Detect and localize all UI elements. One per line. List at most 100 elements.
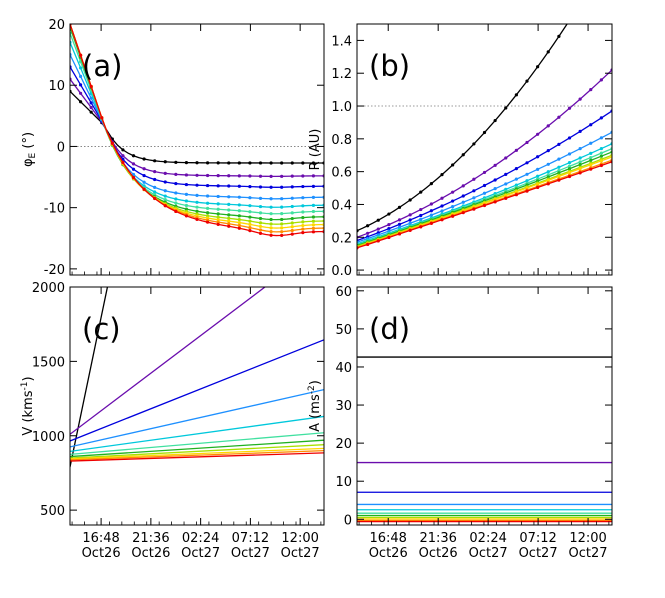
data-point xyxy=(578,156,582,160)
data-point xyxy=(280,197,284,201)
data-point xyxy=(504,172,508,176)
data-point xyxy=(280,233,284,237)
data-point xyxy=(311,223,316,227)
panel-label: (a) xyxy=(82,49,122,83)
y-axis-label-unit: (°) xyxy=(21,132,36,153)
data-point xyxy=(227,216,231,220)
x-tick-label-date: Oct27 xyxy=(469,546,508,561)
data-point xyxy=(557,178,561,182)
data-point xyxy=(184,192,189,197)
data-point xyxy=(227,224,231,228)
data-point xyxy=(536,155,540,159)
data-point xyxy=(142,180,146,184)
data-point xyxy=(599,78,603,82)
series-line-4 xyxy=(70,389,324,448)
y-tick-label: -20 xyxy=(44,263,65,278)
data-point xyxy=(195,205,199,209)
data-point xyxy=(451,214,455,218)
data-point xyxy=(205,201,210,205)
y-tick-label: 0 xyxy=(344,513,352,528)
data-point xyxy=(536,182,540,186)
data-point xyxy=(89,110,93,114)
data-point xyxy=(237,209,241,213)
data-point xyxy=(205,183,210,188)
data-point xyxy=(142,173,146,178)
data-point xyxy=(237,223,241,228)
x-tick-label-time: 16:48 xyxy=(369,531,406,546)
x-tick-label-date: Oct27 xyxy=(231,546,270,561)
y-tick-label: 500 xyxy=(40,504,65,519)
data-point xyxy=(482,183,487,188)
data-point xyxy=(184,199,189,203)
y-axis-label: V (kms-1) xyxy=(20,376,36,435)
y-tick-label: 20 xyxy=(335,437,352,452)
data-point xyxy=(557,174,561,179)
data-point xyxy=(131,175,136,180)
data-point xyxy=(258,224,263,229)
data-point xyxy=(301,196,305,200)
axes-frame xyxy=(69,286,325,526)
data-point xyxy=(589,141,593,145)
data-point xyxy=(301,215,305,220)
data-point xyxy=(440,173,444,177)
data-point xyxy=(301,161,305,165)
data-point xyxy=(546,50,550,54)
data-point xyxy=(290,185,294,189)
plot-area xyxy=(70,287,324,468)
axes-frame xyxy=(356,23,613,276)
data-point xyxy=(258,211,263,215)
plot-area xyxy=(70,24,324,237)
y-tick-label: 10 xyxy=(335,475,352,490)
data-point xyxy=(195,193,199,197)
data-point xyxy=(461,194,465,198)
data-point xyxy=(301,184,305,189)
data-point xyxy=(89,84,93,89)
data-point xyxy=(461,200,465,204)
data-point xyxy=(205,173,210,178)
data-point xyxy=(387,227,391,231)
data-point xyxy=(280,226,284,230)
x-tick-label-time: 21:36 xyxy=(419,531,456,546)
data-point xyxy=(78,66,83,70)
data-point xyxy=(290,216,294,221)
data-point xyxy=(216,184,220,188)
data-point xyxy=(301,231,305,235)
data-point xyxy=(269,226,273,230)
data-point xyxy=(216,220,220,224)
data-point xyxy=(269,217,273,222)
data-point xyxy=(429,182,433,186)
data-point xyxy=(248,196,252,200)
data-point xyxy=(482,191,487,195)
data-point xyxy=(227,161,231,165)
data-point xyxy=(280,222,284,226)
data-point xyxy=(451,190,455,194)
axes-frame xyxy=(356,286,613,526)
data-point xyxy=(568,19,571,22)
y-tick-label: 40 xyxy=(335,361,352,376)
data-point xyxy=(546,178,550,182)
data-point xyxy=(419,213,423,218)
data-point xyxy=(258,204,263,209)
y-axis-label-main: φ xyxy=(21,158,36,167)
data-point xyxy=(290,204,294,209)
data-point xyxy=(578,162,582,167)
data-point xyxy=(290,228,294,233)
data-point xyxy=(237,195,241,199)
panel-d-acceleration: 010203040506016:48Oct2621:36Oct2602:24Oc… xyxy=(307,285,613,561)
data-point xyxy=(461,153,465,157)
data-point xyxy=(269,233,273,237)
y-tick-label: 30 xyxy=(335,399,352,414)
data-point xyxy=(567,174,572,179)
data-point xyxy=(578,160,582,164)
data-point xyxy=(142,157,146,161)
data-point xyxy=(493,200,497,204)
data-point xyxy=(280,230,284,234)
data-point xyxy=(567,152,572,156)
data-point xyxy=(546,175,550,179)
data-point xyxy=(269,212,273,216)
data-point xyxy=(184,203,189,208)
data-point xyxy=(578,171,582,175)
data-point xyxy=(78,74,83,78)
data-point xyxy=(525,79,529,83)
data-point xyxy=(195,217,199,222)
